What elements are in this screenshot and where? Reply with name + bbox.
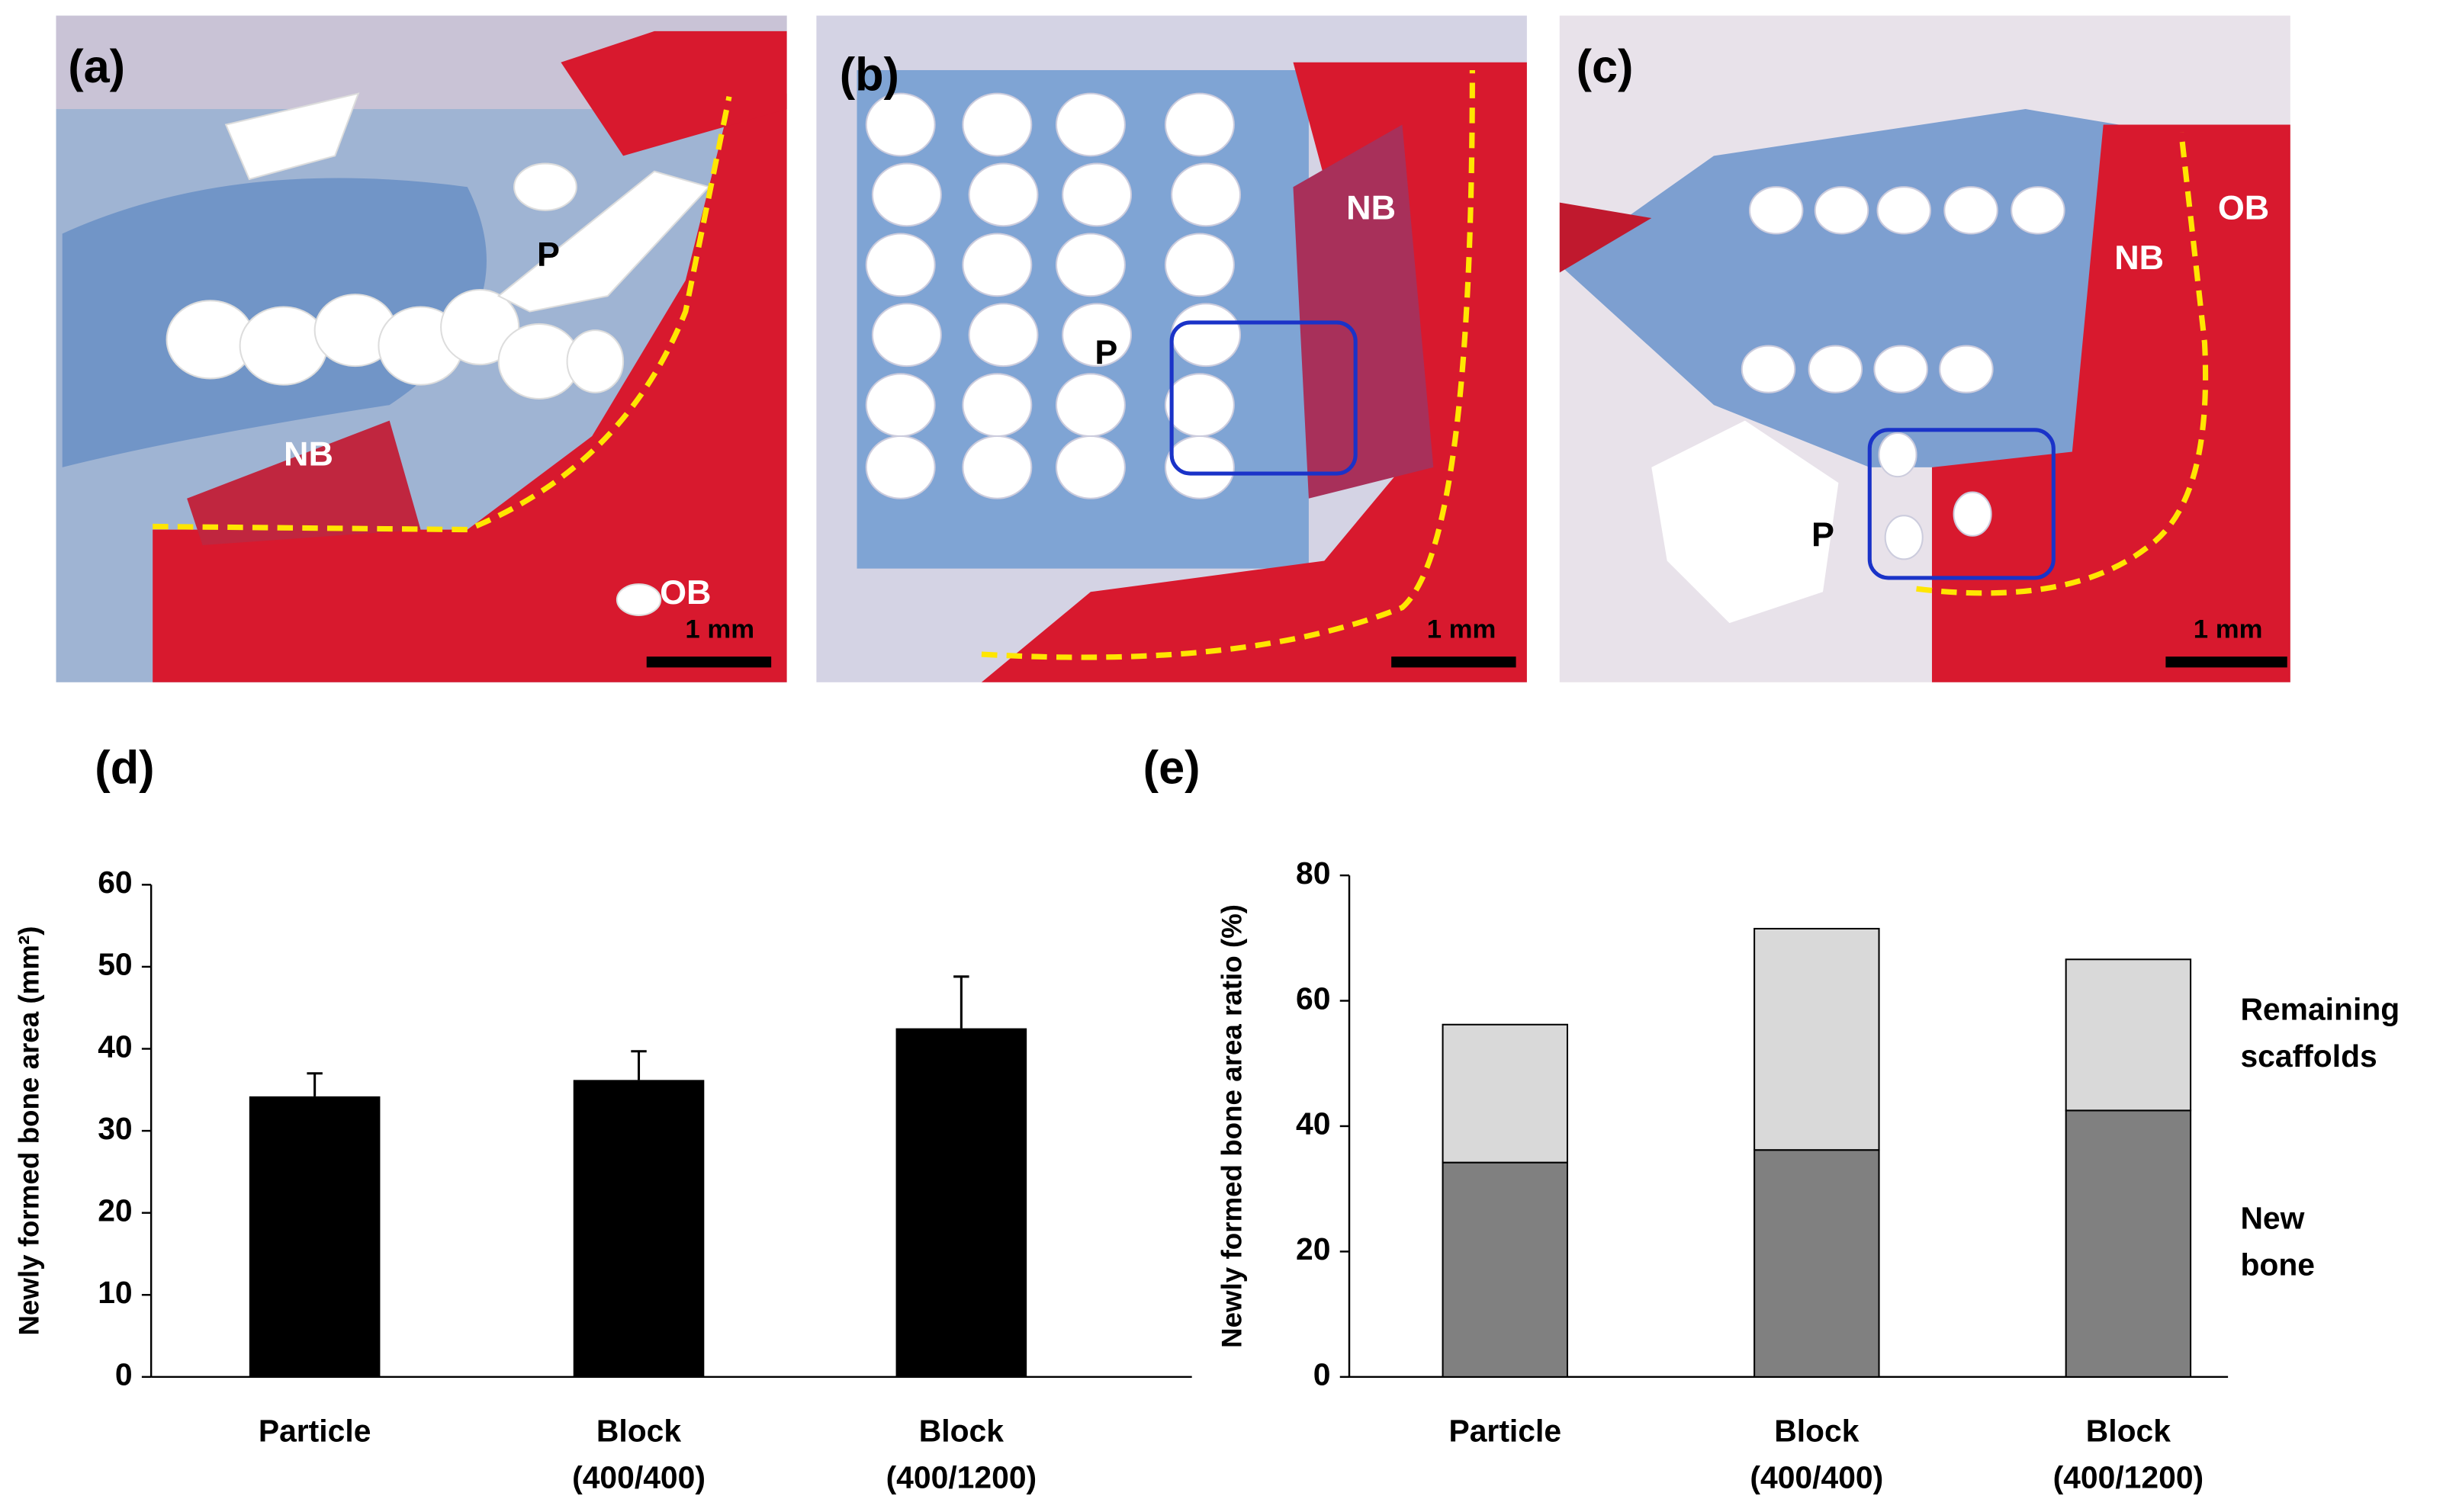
- pore: [1055, 92, 1126, 157]
- bar-segment: [1753, 927, 1880, 1151]
- y-tick-label: 50: [98, 947, 132, 982]
- y-axis-label: Newly formed bone area ratio (%): [1217, 904, 1248, 1348]
- panel-label: (b): [840, 48, 899, 100]
- annotation: NB: [284, 434, 333, 473]
- bar-segment: [2065, 958, 2192, 1112]
- bar: [573, 1080, 705, 1377]
- scale-bar-label: 1 mm: [2194, 615, 2263, 644]
- pore: [1748, 186, 1804, 235]
- bar: [895, 1028, 1027, 1377]
- pore: [962, 373, 1033, 438]
- pore: [1062, 303, 1133, 368]
- x-tick-label: Block (400/1200): [2053, 1413, 2204, 1494]
- y-tick-label: 60: [1296, 981, 1330, 1016]
- annotation: OB: [660, 573, 711, 612]
- y-tick-label: 10: [98, 1275, 132, 1310]
- y-tick-label: 20: [98, 1193, 132, 1228]
- pore: [1741, 345, 1796, 393]
- micrograph-c: (c) OB NB P 1 mm: [1559, 15, 2290, 682]
- pore: [1055, 435, 1126, 499]
- pore: [865, 233, 936, 297]
- legend-label: Remaining scaffolds: [2240, 991, 2400, 1073]
- pore: [1164, 435, 1235, 499]
- pore: [1164, 233, 1235, 297]
- x-tick-label: Block (400/400): [1750, 1413, 1883, 1494]
- annotation: P: [537, 235, 560, 274]
- scale-bar-label: 1 mm: [685, 615, 754, 644]
- pore: [871, 303, 942, 368]
- x-tick-label: Block (400/400): [572, 1413, 706, 1494]
- pore: [1873, 345, 1928, 393]
- pore: [1055, 233, 1126, 297]
- pore: [1953, 491, 1992, 537]
- annotation: P: [1095, 333, 1117, 372]
- pore: [1808, 345, 1863, 393]
- micrograph-a: (a) P NB OB 1 mm: [56, 15, 787, 682]
- pore: [1878, 432, 1917, 478]
- y-axis-label: Newly formed bone area (mm²): [14, 926, 45, 1336]
- pore: [865, 92, 936, 157]
- bar-segment: [1442, 1161, 1569, 1378]
- bar-segment: [1753, 1149, 1880, 1378]
- y-tick-label: 20: [1296, 1231, 1330, 1266]
- pore: [968, 303, 1039, 368]
- chart-title: (d): [95, 741, 154, 793]
- pore: [1884, 515, 1924, 560]
- pore: [1164, 373, 1235, 438]
- pore: [865, 435, 936, 499]
- panel-label: (a): [68, 40, 125, 92]
- bar: [249, 1096, 381, 1377]
- y-tick-label: 80: [1296, 856, 1330, 891]
- pore: [962, 92, 1033, 157]
- pore: [1171, 303, 1242, 368]
- x-tick-label: Particle: [259, 1413, 371, 1448]
- annotation: NB: [1346, 188, 1396, 227]
- pore: [1055, 373, 1126, 438]
- y-tick-label: 40: [1296, 1106, 1330, 1141]
- pore: [1171, 162, 1242, 227]
- pore: [1939, 345, 1994, 393]
- x-tick-label: Particle: [1448, 1413, 1561, 1448]
- pore: [2011, 186, 2065, 235]
- y-tick-label: 30: [98, 1111, 132, 1146]
- scale-bar-label: 1 mm: [1427, 615, 1496, 644]
- pore: [968, 162, 1039, 227]
- pore: [962, 435, 1033, 499]
- micrograph-b: (b) NB P 1 mm: [816, 15, 1527, 682]
- pore: [1814, 186, 1869, 235]
- x-tick-label: Block (400/1200): [886, 1413, 1037, 1494]
- pore: [1164, 92, 1235, 157]
- chart-title: (e): [1143, 741, 1201, 793]
- bar-segment: [2065, 1109, 2192, 1378]
- y-tick-label: 0: [115, 1357, 133, 1392]
- pore: [962, 233, 1033, 297]
- pore: [1062, 162, 1133, 227]
- pore: [865, 373, 936, 438]
- y-tick-label: 60: [98, 865, 132, 900]
- legend-label: New bone: [2240, 1200, 2315, 1282]
- bar-segment: [1442, 1023, 1569, 1164]
- annotation: OB: [2218, 188, 2269, 227]
- y-tick-label: 40: [98, 1029, 132, 1064]
- y-tick-label: 0: [1313, 1357, 1331, 1392]
- pore: [1943, 186, 1998, 235]
- pore: [1876, 186, 1931, 235]
- annotation: NB: [2114, 238, 2164, 277]
- annotation: P: [1811, 515, 1834, 554]
- pore: [871, 162, 942, 227]
- panel-label: (c): [1577, 40, 1634, 92]
